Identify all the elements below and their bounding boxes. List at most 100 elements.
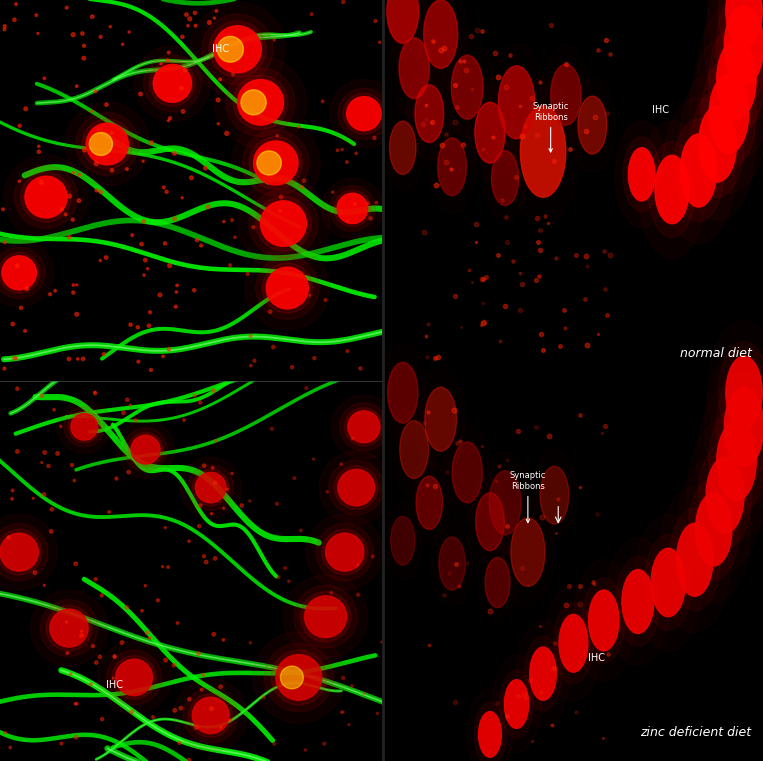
Circle shape	[709, 406, 763, 517]
Point	[195, 499, 207, 511]
Point	[499, 300, 511, 312]
Circle shape	[699, 442, 752, 549]
Point	[103, 506, 115, 518]
Point	[327, 186, 339, 199]
Point	[21, 282, 33, 295]
Point	[8, 352, 21, 365]
Point	[264, 306, 276, 318]
Point	[169, 147, 181, 159]
Point	[164, 112, 176, 124]
Text: IHC: IHC	[652, 105, 669, 116]
Circle shape	[153, 65, 192, 102]
Circle shape	[489, 471, 521, 535]
Point	[198, 460, 211, 472]
Point	[89, 387, 101, 400]
Point	[465, 30, 478, 42]
Point	[205, 508, 217, 520]
Point	[160, 186, 172, 198]
Point	[520, 120, 532, 132]
Circle shape	[475, 102, 505, 163]
Point	[214, 73, 226, 85]
Circle shape	[706, 457, 744, 533]
Circle shape	[0, 533, 38, 571]
Circle shape	[50, 609, 88, 647]
Circle shape	[701, 59, 756, 169]
Circle shape	[389, 121, 416, 174]
Point	[341, 345, 353, 357]
Point	[188, 7, 201, 19]
Point	[449, 116, 462, 128]
Point	[147, 711, 159, 723]
Circle shape	[301, 591, 351, 642]
Point	[0, 362, 11, 374]
Point	[476, 25, 488, 37]
Point	[268, 33, 280, 46]
Point	[169, 301, 182, 313]
Point	[485, 605, 497, 617]
Point	[580, 250, 592, 263]
Circle shape	[275, 654, 322, 700]
Point	[510, 171, 523, 183]
Circle shape	[245, 247, 330, 330]
Circle shape	[719, 342, 763, 444]
Point	[535, 328, 547, 340]
Circle shape	[89, 132, 112, 155]
Circle shape	[662, 97, 735, 244]
Point	[137, 215, 150, 228]
Point	[0, 727, 11, 739]
Point	[507, 254, 519, 266]
Point	[106, 164, 118, 177]
Point	[420, 330, 433, 342]
Point	[159, 521, 172, 533]
Point	[465, 275, 478, 288]
Circle shape	[68, 411, 101, 443]
Circle shape	[188, 693, 233, 737]
Point	[0, 203, 9, 215]
Circle shape	[400, 421, 429, 479]
Point	[560, 599, 572, 611]
Point	[139, 254, 151, 266]
Point	[183, 754, 195, 761]
Point	[199, 162, 211, 174]
Point	[227, 68, 239, 81]
Point	[457, 139, 469, 151]
Point	[172, 617, 184, 629]
Circle shape	[334, 190, 371, 227]
Circle shape	[673, 119, 724, 221]
Point	[63, 231, 76, 244]
Point	[549, 251, 562, 263]
Circle shape	[183, 688, 238, 743]
Point	[224, 260, 237, 272]
Point	[558, 304, 570, 317]
Point	[60, 2, 72, 14]
Circle shape	[707, 0, 763, 84]
Point	[526, 734, 539, 747]
Point	[38, 447, 50, 459]
Point	[193, 520, 205, 532]
Point	[67, 167, 79, 179]
Point	[420, 113, 432, 126]
Point	[168, 659, 180, 671]
Point	[435, 44, 447, 56]
Circle shape	[107, 650, 162, 705]
Circle shape	[439, 537, 465, 591]
Point	[191, 234, 203, 247]
Point	[578, 293, 591, 305]
Point	[465, 84, 478, 96]
Circle shape	[280, 666, 304, 689]
Point	[86, 105, 98, 117]
Point	[588, 578, 600, 591]
Circle shape	[0, 239, 53, 307]
Point	[352, 589, 364, 601]
Circle shape	[588, 590, 619, 651]
Circle shape	[190, 2, 285, 96]
Point	[15, 301, 27, 314]
Point	[198, 550, 210, 562]
Point	[421, 479, 433, 492]
Circle shape	[475, 493, 504, 551]
Point	[67, 279, 79, 291]
Point	[581, 260, 593, 272]
Point	[211, 5, 223, 17]
Circle shape	[304, 596, 346, 638]
Circle shape	[188, 465, 233, 511]
